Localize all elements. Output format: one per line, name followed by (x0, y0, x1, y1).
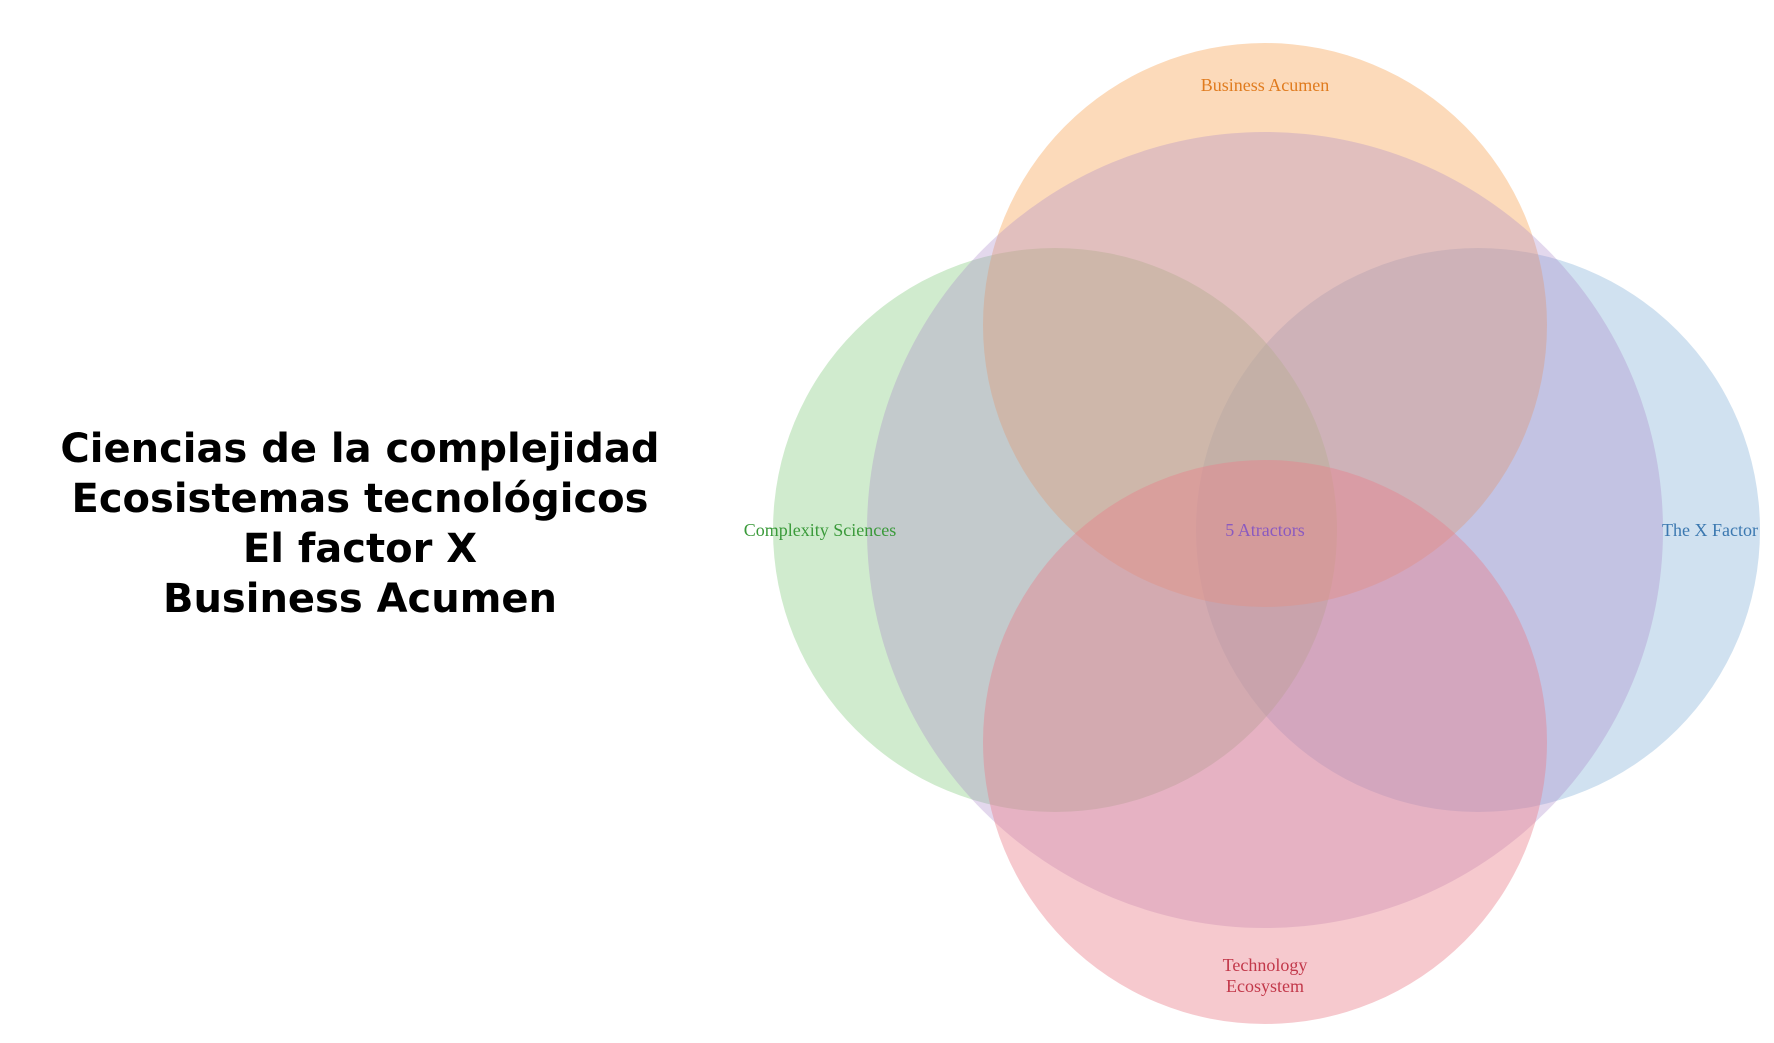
venn-circle-business-acumen (983, 43, 1547, 607)
topic-complexity-sciences: Ciencias de la complejidad (60, 426, 660, 472)
venn-circle-complexity-sciences (773, 248, 1337, 812)
topic-business-acumen: Business Acumen (162, 576, 558, 622)
topic-technology-ecosystems: Ecosistemas tecnológicos (71, 476, 649, 522)
venn-labels: Business Acumen Complexity Sciences The X … (744, 75, 1758, 996)
venn-circles (773, 43, 1760, 1024)
venn-circle-center (867, 132, 1663, 928)
venn-label-x-factor: The X Factor (1662, 520, 1758, 540)
venn-circle-technology-ecosystem (983, 460, 1547, 1024)
venn-center-label: 5 Atractors (1225, 520, 1304, 540)
topic-x-factor: El factor X (242, 526, 478, 572)
topic-list: Ciencias de la complejidad Ecosistemas t… (60, 424, 660, 624)
venn-label-technology-ecosystem: Technology Ecosystem (1223, 955, 1308, 996)
venn-label-complexity-sciences: Complexity Sciences (744, 520, 896, 540)
venn-circle-x-factor (1196, 248, 1760, 812)
venn-label-business-acumen: Business Acumen (1201, 75, 1330, 95)
